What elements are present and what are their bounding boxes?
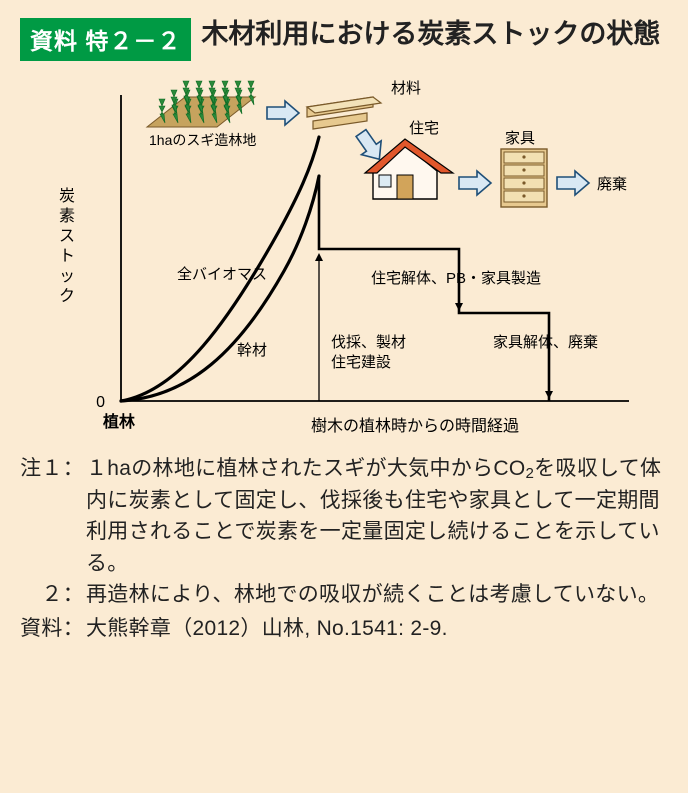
svg-text:材料: 材料 — [391, 80, 421, 97]
source-label: 資料： — [20, 613, 86, 645]
title: 木材利用における炭素ストックの状態 — [201, 16, 668, 52]
svg-text:ッ: ッ — [59, 268, 75, 285]
svg-text:幹材: 幹材 — [237, 341, 267, 359]
note-1-sub: 2 — [525, 463, 534, 486]
chart-container: 炭素ストック 0植林 樹木の植林時からの時間経過 全バイオマス幹材 伐採、製材住宅建設 住… — [20, 71, 668, 441]
svg-text:素: 素 — [59, 207, 75, 225]
source-body: 大熊幹章（2012）山林, No.1541: 2-9. — [86, 613, 668, 645]
page: 資料 特２－２ 木材利用における炭素ストックの状態 炭素ストック 0植林 樹木の植林… — [0, 0, 688, 793]
svg-text:伐採、製材: 伐採、製材 — [331, 334, 406, 351]
note-1: 注１： １haの林地に植林されたスギが大気中からCO2を吸収して体内に炭素として… — [20, 453, 668, 579]
carbon-stock-chart: 炭素ストック 0植林 樹木の植林時からの時間経過 全バイオマス幹材 伐採、製材住宅建設 住… — [39, 71, 649, 441]
svg-text:家具: 家具 — [505, 130, 535, 147]
note-2-body: 再造林により、林地での吸収が続くことは考慮していない。 — [86, 579, 668, 611]
source: 資料： 大熊幹章（2012）山林, No.1541: 2-9. — [20, 613, 668, 645]
header: 資料 特２－２ 木材利用における炭素ストックの状態 — [20, 18, 668, 61]
svg-text:炭: 炭 — [59, 187, 75, 205]
svg-text:ク: ク — [59, 287, 75, 305]
svg-text:全バイオマス: 全バイオマス — [177, 265, 267, 283]
notes: 注１： １haの林地に植林されたスギが大気中からCO2を吸収して体内に炭素として… — [20, 453, 668, 644]
svg-text:家具解体、廃棄: 家具解体、廃棄 — [493, 333, 598, 351]
svg-text:廃棄: 廃棄 — [597, 175, 627, 193]
svg-text:ス: ス — [59, 228, 75, 245]
note-1-body: １haの林地に植林されたスギが大気中からCO2を吸収して体内に炭素として固定し、… — [86, 453, 668, 579]
svg-text:住宅建設: 住宅建設 — [331, 354, 391, 371]
svg-text:1haのスギ造林地: 1haのスギ造林地 — [149, 132, 256, 148]
note-2: ２： 再造林により、林地での吸収が続くことは考慮していない。 — [20, 579, 668, 611]
svg-text:住宅: 住宅 — [409, 120, 439, 137]
note-1-label: 注１： — [20, 453, 86, 579]
note-1-pre: １haの林地に植林されたスギが大気中からCO — [86, 457, 525, 480]
svg-text:住宅解体、PB・家具製造: 住宅解体、PB・家具製造 — [371, 270, 541, 287]
svg-text:0: 0 — [96, 394, 105, 411]
svg-text:樹木の植林時からの時間経過: 樹木の植林時からの時間経過 — [311, 417, 519, 435]
note-2-label: ２： — [20, 579, 86, 611]
svg-text:ト: ト — [59, 248, 75, 265]
svg-text:植林: 植林 — [102, 412, 135, 431]
badge: 資料 特２－２ — [20, 18, 191, 61]
